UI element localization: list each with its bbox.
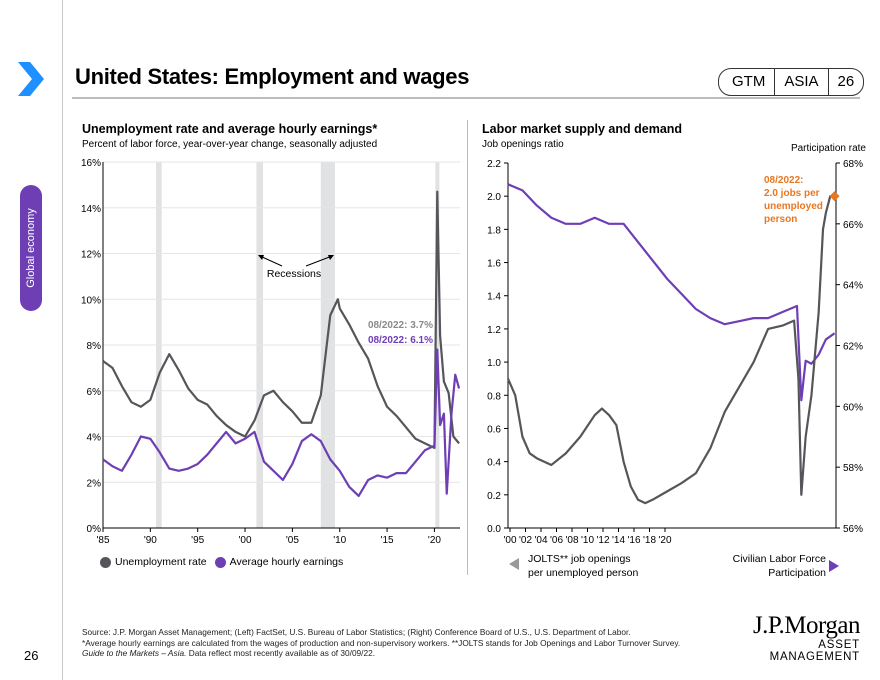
y-tick-label: 2.2 xyxy=(487,159,501,170)
x-tick-label: '02 xyxy=(519,535,532,546)
y2-tick-label: 62% xyxy=(843,342,863,353)
arrowhead xyxy=(258,255,264,260)
page-title: United States: Employment and wages xyxy=(75,64,470,89)
triangle-left-icon xyxy=(509,558,519,570)
x-tick-label: '05 xyxy=(286,535,299,546)
left-legend: Unemployment rate Average hourly earning… xyxy=(100,556,343,568)
participation-legend: Civilian Labor Force Participation xyxy=(732,553,826,579)
y-tick-label: 1.2 xyxy=(487,325,501,336)
participation-line xyxy=(507,183,836,402)
y-tick-label: 0.8 xyxy=(487,391,501,402)
y-tick-label: 6% xyxy=(87,387,102,398)
left-chart-subtitle: Percent of labor force, year-over-year c… xyxy=(82,139,378,150)
y-tick-label: 16% xyxy=(81,158,101,169)
annotation-text: 08/2022: xyxy=(764,175,803,186)
annotation-text: unemployed xyxy=(764,201,823,212)
divider xyxy=(62,0,63,680)
arrowhead xyxy=(328,255,334,260)
y-tick-label: 0.4 xyxy=(487,458,501,469)
y-tick-label: 1.4 xyxy=(487,292,501,303)
y-tick-label: 1.6 xyxy=(487,259,501,270)
right-chart-title: Labor market supply and demand xyxy=(482,122,683,136)
right-axis-title: Participation rate xyxy=(790,143,866,154)
y-tick-label: 0.2 xyxy=(487,491,501,502)
earnings-line xyxy=(102,348,461,498)
y-tick-label: 2% xyxy=(87,478,102,489)
y2-tick-label: 64% xyxy=(843,281,863,292)
chevron-right-icon xyxy=(18,62,44,96)
y-tick-label: 0.0 xyxy=(487,524,501,535)
x-tick-label: '00 xyxy=(503,535,516,546)
recession-arrow xyxy=(259,255,283,267)
divider xyxy=(467,120,468,575)
y2-tick-label: 66% xyxy=(843,220,863,231)
x-tick-label: '14 xyxy=(612,535,625,546)
x-tick-label: '12 xyxy=(596,535,609,546)
x-tick-label: '95 xyxy=(191,535,204,546)
x-tick-label: '20 xyxy=(658,535,671,546)
x-tick-label: '18 xyxy=(643,535,656,546)
page-number: 26 xyxy=(24,648,39,663)
annotation-earnings: 08/2022: 6.1% xyxy=(368,335,433,346)
x-tick-label: '06 xyxy=(550,535,563,546)
x-tick-label: '20 xyxy=(428,535,441,546)
y2-tick-label: 58% xyxy=(843,463,863,474)
legend-swatch xyxy=(214,556,226,568)
x-tick-label: '00 xyxy=(239,535,252,546)
legend-swatch xyxy=(100,556,111,568)
x-tick-label: '16 xyxy=(627,535,640,546)
annotation-marker xyxy=(829,191,840,202)
x-tick-label: '04 xyxy=(534,535,547,546)
x-tick-label: '10 xyxy=(581,535,594,546)
y-tick-label: 4% xyxy=(87,433,102,444)
y-tick-label: 8% xyxy=(87,341,102,352)
header-rule xyxy=(72,97,860,99)
right-chart: 0.0 0.2 0.4 0.6 0.8 1.0 1.2 1.4 1.6 1.8 2.0 2.2 56% 5… xyxy=(487,159,863,546)
y2-tick-label: 56% xyxy=(843,524,863,535)
annotation-text: 2.0 jobs per xyxy=(764,188,820,199)
y-tick-label: 2.0 xyxy=(487,192,501,203)
x-tick-label: '90 xyxy=(144,535,157,546)
y-tick-label: 0.6 xyxy=(487,424,501,435)
unemployment-line xyxy=(102,190,460,450)
y-tick-label: 1.8 xyxy=(487,225,501,236)
triangle-right-icon xyxy=(829,560,839,572)
left-chart: 0% 2% 4% 6% 8% 10% 12% 14% 16% '85 '90 '95 '00 '05 '10… xyxy=(81,158,461,546)
y-tick-label: 0% xyxy=(87,524,102,535)
y-tick-label: 14% xyxy=(81,204,101,215)
section-tab[interactable]: Global economy xyxy=(20,185,42,311)
x-tick-label: '08 xyxy=(565,535,578,546)
y-tick-label: 1.0 xyxy=(487,358,501,369)
y2-tick-label: 60% xyxy=(843,402,863,413)
y-tick-label: 12% xyxy=(81,250,101,261)
gtm-badge: GTM ASIA 26 xyxy=(718,68,865,96)
jpmorgan-logo: J.P.Morgan ASSET MANAGEMENT xyxy=(752,612,861,663)
recession-arrow xyxy=(305,255,333,267)
recessions-label: Recessions xyxy=(267,268,321,280)
jolts-legend: JOLTS** job openings per unemployed perso… xyxy=(528,553,639,579)
x-tick-label: '85 xyxy=(96,535,109,546)
footnotes: Source: J.P. Morgan Asset Management; (L… xyxy=(82,627,681,658)
jolts-line xyxy=(506,195,835,505)
y2-tick-label: 68% xyxy=(843,159,863,170)
annotation-text: person xyxy=(764,214,797,225)
annotation-unemployment: 08/2022: 3.7% xyxy=(368,320,433,331)
left-chart-title: Unemployment rate and average hourly ear… xyxy=(82,122,378,136)
y-tick-label: 10% xyxy=(81,295,101,306)
x-tick-label: '10 xyxy=(333,535,346,546)
x-tick-label: '15 xyxy=(381,535,394,546)
right-chart-subtitle: Job openings ratio xyxy=(482,139,564,150)
